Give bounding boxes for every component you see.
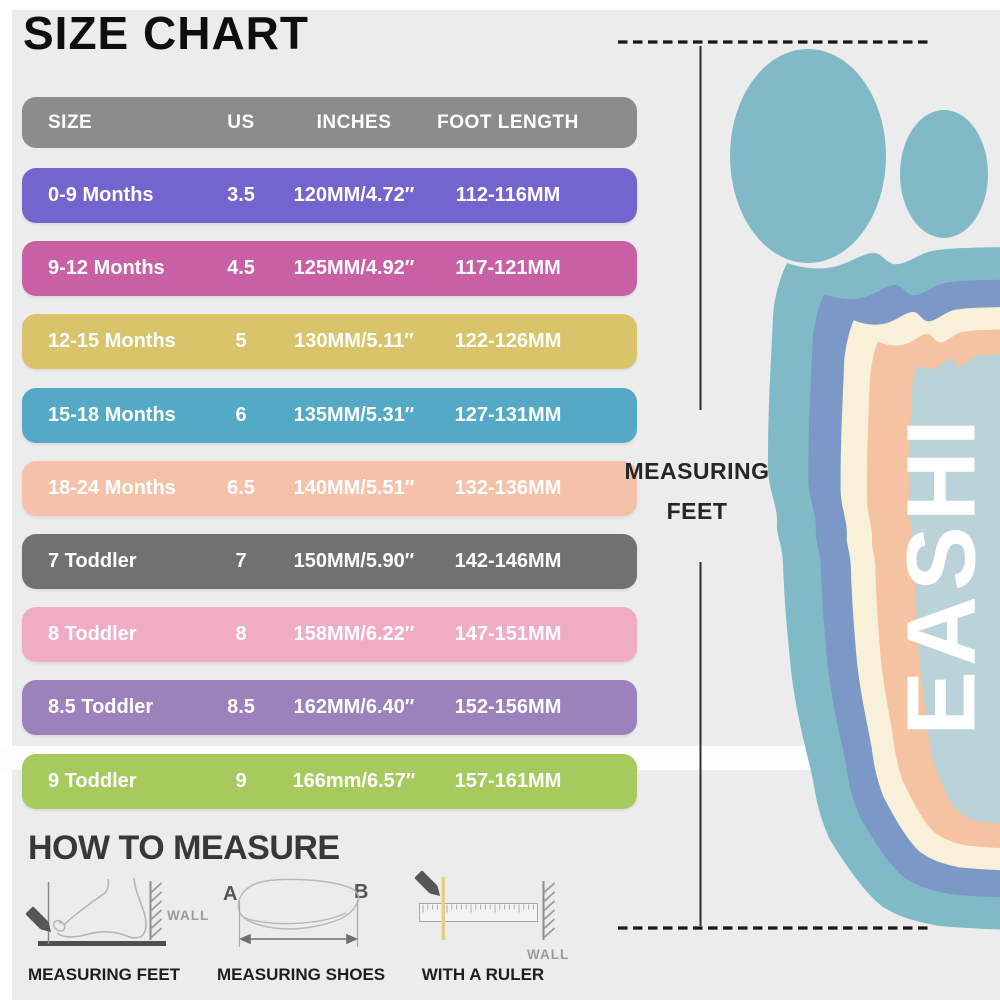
table-row: 18-24 Months 6.5 140MM/5.51″ 132-136MM bbox=[22, 460, 637, 516]
table-row: 9-12 Months 4.5 125MM/4.92″ 117-121MM bbox=[22, 241, 637, 297]
cell-foot-length: 127-131MM bbox=[454, 403, 562, 426]
cell-us: 8 bbox=[235, 623, 247, 646]
table-row: 9 Toddler 9 166mm/6.57″ 157-161MM bbox=[22, 753, 637, 809]
cell-foot-length: 112-116MM bbox=[455, 184, 561, 206]
wall-label-1: WALL bbox=[167, 908, 209, 923]
pencil-icon bbox=[25, 906, 52, 933]
caption-measuring-shoes: MEASURING SHOES bbox=[217, 965, 386, 984]
cell-size: 8 Toddler bbox=[48, 623, 137, 646]
table-row: 8.5 Toddler 8.5 162MM/6.40″ 152-156MM bbox=[22, 680, 637, 736]
length-arrow bbox=[239, 933, 358, 945]
shoe-outline bbox=[237, 878, 360, 930]
cell-size: 7 Toddler bbox=[48, 550, 137, 572]
column-header-size: SIZE bbox=[48, 111, 93, 133]
cell-foot-length: 157-161MM bbox=[454, 769, 562, 792]
second-toe bbox=[900, 110, 988, 238]
brand-text: EASHI bbox=[887, 414, 996, 735]
cell-size: 15-18 Months bbox=[48, 403, 176, 426]
cell-us: 8.5 bbox=[227, 696, 255, 719]
cell-inches: 140MM/5.51″ bbox=[293, 476, 415, 499]
size-table: SIZE US INCHES FOOT LENGTH 0-9 Months 3.5… bbox=[22, 97, 637, 813]
table-row: 7 Toddler 7 150MM/5.90″ 142-146MM bbox=[22, 534, 637, 589]
cell-inches: 166mm/6.57″ bbox=[292, 769, 416, 792]
caption-with-a-ruler: WITH A RULER bbox=[421, 965, 545, 984]
ground-line bbox=[38, 941, 166, 946]
cell-size: 8.5 Toddler bbox=[48, 696, 154, 719]
big-toe bbox=[730, 49, 886, 263]
cell-size: 9-12 Months bbox=[48, 257, 165, 280]
cell-foot-length: 132-136MM bbox=[454, 476, 562, 499]
how-to-measure-title: HOW TO MEASURE bbox=[28, 829, 340, 867]
measuring-feet-label-line2: FEET bbox=[666, 498, 728, 524]
table-row: 0-9 Months 3.5 120MM/4.72″ 112-116MM bbox=[22, 168, 637, 223]
cell-inches: 150MM/5.90″ bbox=[293, 550, 415, 572]
cell-inches: 162MM/6.40″ bbox=[293, 696, 415, 719]
cell-size: 9 Toddler bbox=[48, 769, 137, 792]
cell-foot-length: 117-121MM bbox=[455, 257, 561, 280]
page-title: SIZE CHART bbox=[23, 7, 309, 59]
cell-us: 7 bbox=[235, 550, 247, 572]
pencil-icon-2 bbox=[414, 870, 441, 897]
cell-inches: 120MM/4.72″ bbox=[293, 184, 415, 206]
cell-size: 18-24 Months bbox=[48, 476, 176, 499]
point-b-label: B bbox=[354, 881, 368, 903]
cell-size: 12-15 Months bbox=[48, 330, 176, 353]
table-header: SIZE US INCHES FOOT LENGTH bbox=[22, 97, 637, 148]
cell-size: 0-9 Months bbox=[48, 184, 154, 206]
column-header-foot-length: FOOT LENGTH bbox=[437, 111, 579, 133]
caption-measuring-feet: MEASURING FEET bbox=[28, 965, 181, 984]
table-row: 8 Toddler 8 158MM/6.22″ 147-151MM bbox=[22, 607, 637, 663]
cell-foot-length: 142-146MM bbox=[454, 550, 562, 572]
wall-hatching-1 bbox=[149, 882, 163, 939]
table-row: 15-18 Months 6 135MM/5.31″ 127-131MM bbox=[22, 387, 637, 443]
ruler-yellow-line bbox=[441, 877, 446, 940]
cell-foot-length: 122-126MM bbox=[454, 330, 562, 353]
cell-us: 6 bbox=[235, 403, 247, 426]
cell-foot-length: 152-156MM bbox=[454, 696, 562, 719]
cell-us: 5 bbox=[235, 330, 247, 353]
ruler-ticks bbox=[422, 904, 534, 913]
cell-inches: 158MM/6.22″ bbox=[293, 623, 415, 646]
cell-inches: 125MM/4.92″ bbox=[293, 257, 415, 280]
column-header-inches: INCHES bbox=[316, 111, 392, 133]
cell-foot-length: 147-151MM bbox=[454, 623, 562, 646]
cell-us: 9 bbox=[235, 769, 247, 792]
foot-sketch bbox=[52, 877, 147, 939]
point-a-label: A bbox=[223, 883, 237, 905]
how-to-measure-diagrams: WALL A B WALL bbox=[25, 870, 569, 962]
cell-inches: 135MM/5.31″ bbox=[293, 403, 415, 426]
cell-inches: 130MM/5.11″ bbox=[294, 330, 414, 353]
ruler bbox=[419, 903, 538, 922]
cell-us: 3.5 bbox=[227, 184, 255, 206]
footprint-graphic: EASHI bbox=[618, 40, 1000, 932]
cell-us: 6.5 bbox=[227, 476, 255, 499]
column-header-us: US bbox=[227, 111, 255, 133]
wall-label-2: WALL bbox=[527, 947, 569, 962]
measuring-feet-label-line1: MEASURING bbox=[624, 458, 770, 484]
cell-us: 4.5 bbox=[227, 257, 255, 280]
wall-hatching-2 bbox=[542, 882, 556, 939]
table-row: 12-15 Months 5 130MM/5.11″ 122-126MM bbox=[22, 314, 637, 370]
measuring-feet-label: MEASURING FEET bbox=[597, 451, 797, 531]
